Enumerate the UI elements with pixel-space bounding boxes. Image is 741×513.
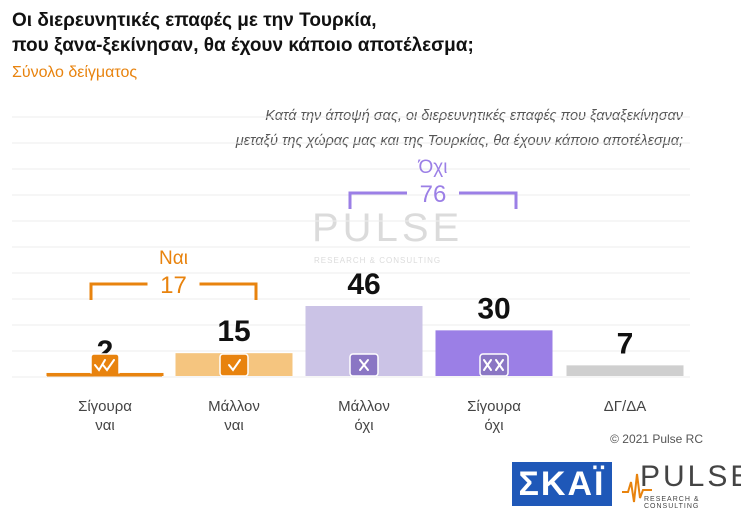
title-line-1: Οι διερευνητικές επαφές με την Τουρκία, bbox=[12, 10, 377, 31]
pulse-logo-word: PULSE bbox=[640, 460, 741, 493]
survey-question: Κατά την άποψή σας, οι διερευνητικές επα… bbox=[123, 104, 683, 154]
value-label-3: 46 bbox=[347, 268, 380, 301]
category-label-2: Μάλλον bbox=[208, 398, 260, 415]
question-line-2: μεταξύ της χώρας μας και της Τουρκίας, θ… bbox=[235, 133, 683, 149]
watermark-word: PULSE bbox=[312, 206, 464, 250]
group-bracket-2 bbox=[348, 191, 518, 209]
watermark-tag: RESEARCH & CONSULTING bbox=[314, 256, 442, 265]
double-check-icon bbox=[90, 353, 120, 377]
pulse-logo-tag: RESEARCH & CONSULTING bbox=[644, 496, 700, 510]
category-label-2: ναι bbox=[224, 417, 244, 434]
category-label-4: όχι bbox=[484, 417, 503, 434]
group-label-2: Όχι bbox=[418, 157, 448, 178]
value-label-2: 15 bbox=[217, 315, 250, 348]
question-line-1: Κατά την άποψή σας, οι διερευνητικές επα… bbox=[265, 108, 683, 124]
chart-subtitle: Σύνολο δείγματος bbox=[12, 64, 138, 81]
category-label-3: όχι bbox=[354, 417, 373, 434]
value-label-4: 30 bbox=[477, 292, 510, 325]
double-cross-icon bbox=[479, 353, 509, 377]
check-icon bbox=[219, 353, 249, 377]
cross-icon bbox=[349, 353, 379, 377]
skai-logo: ΣΚΑΪ bbox=[512, 462, 612, 506]
value-label-5: 7 bbox=[617, 327, 634, 360]
chart-title: Οι διερευνητικές επαφές με την Τουρκία, … bbox=[12, 8, 474, 58]
pulse-logo: PULSE RESEARCH & CONSULTING bbox=[622, 460, 741, 510]
category-label-4: Σίγουρα bbox=[467, 398, 521, 415]
category-label-1: Σίγουρα bbox=[78, 398, 132, 415]
group-value-1: 17 bbox=[160, 272, 187, 299]
group-label-1: Ναι bbox=[159, 248, 188, 269]
bar-5 bbox=[566, 365, 684, 376]
group-value-2: 76 bbox=[420, 181, 447, 208]
category-label-1: ναι bbox=[95, 417, 115, 434]
pulse-watermark: PULSE RESEARCH & CONSULTING bbox=[312, 206, 462, 276]
title-line-2: που ξανα-ξεκίνησαν, θα έχουν κάποιο αποτ… bbox=[12, 35, 474, 56]
category-label-3: Μάλλον bbox=[338, 398, 390, 415]
pulse-wave-icon bbox=[622, 473, 652, 503]
group-bracket-1 bbox=[89, 282, 258, 300]
copyright-text: © 2021 Pulse RC bbox=[610, 432, 703, 446]
category-label-5: ΔΓ/ΔΑ bbox=[604, 398, 646, 415]
